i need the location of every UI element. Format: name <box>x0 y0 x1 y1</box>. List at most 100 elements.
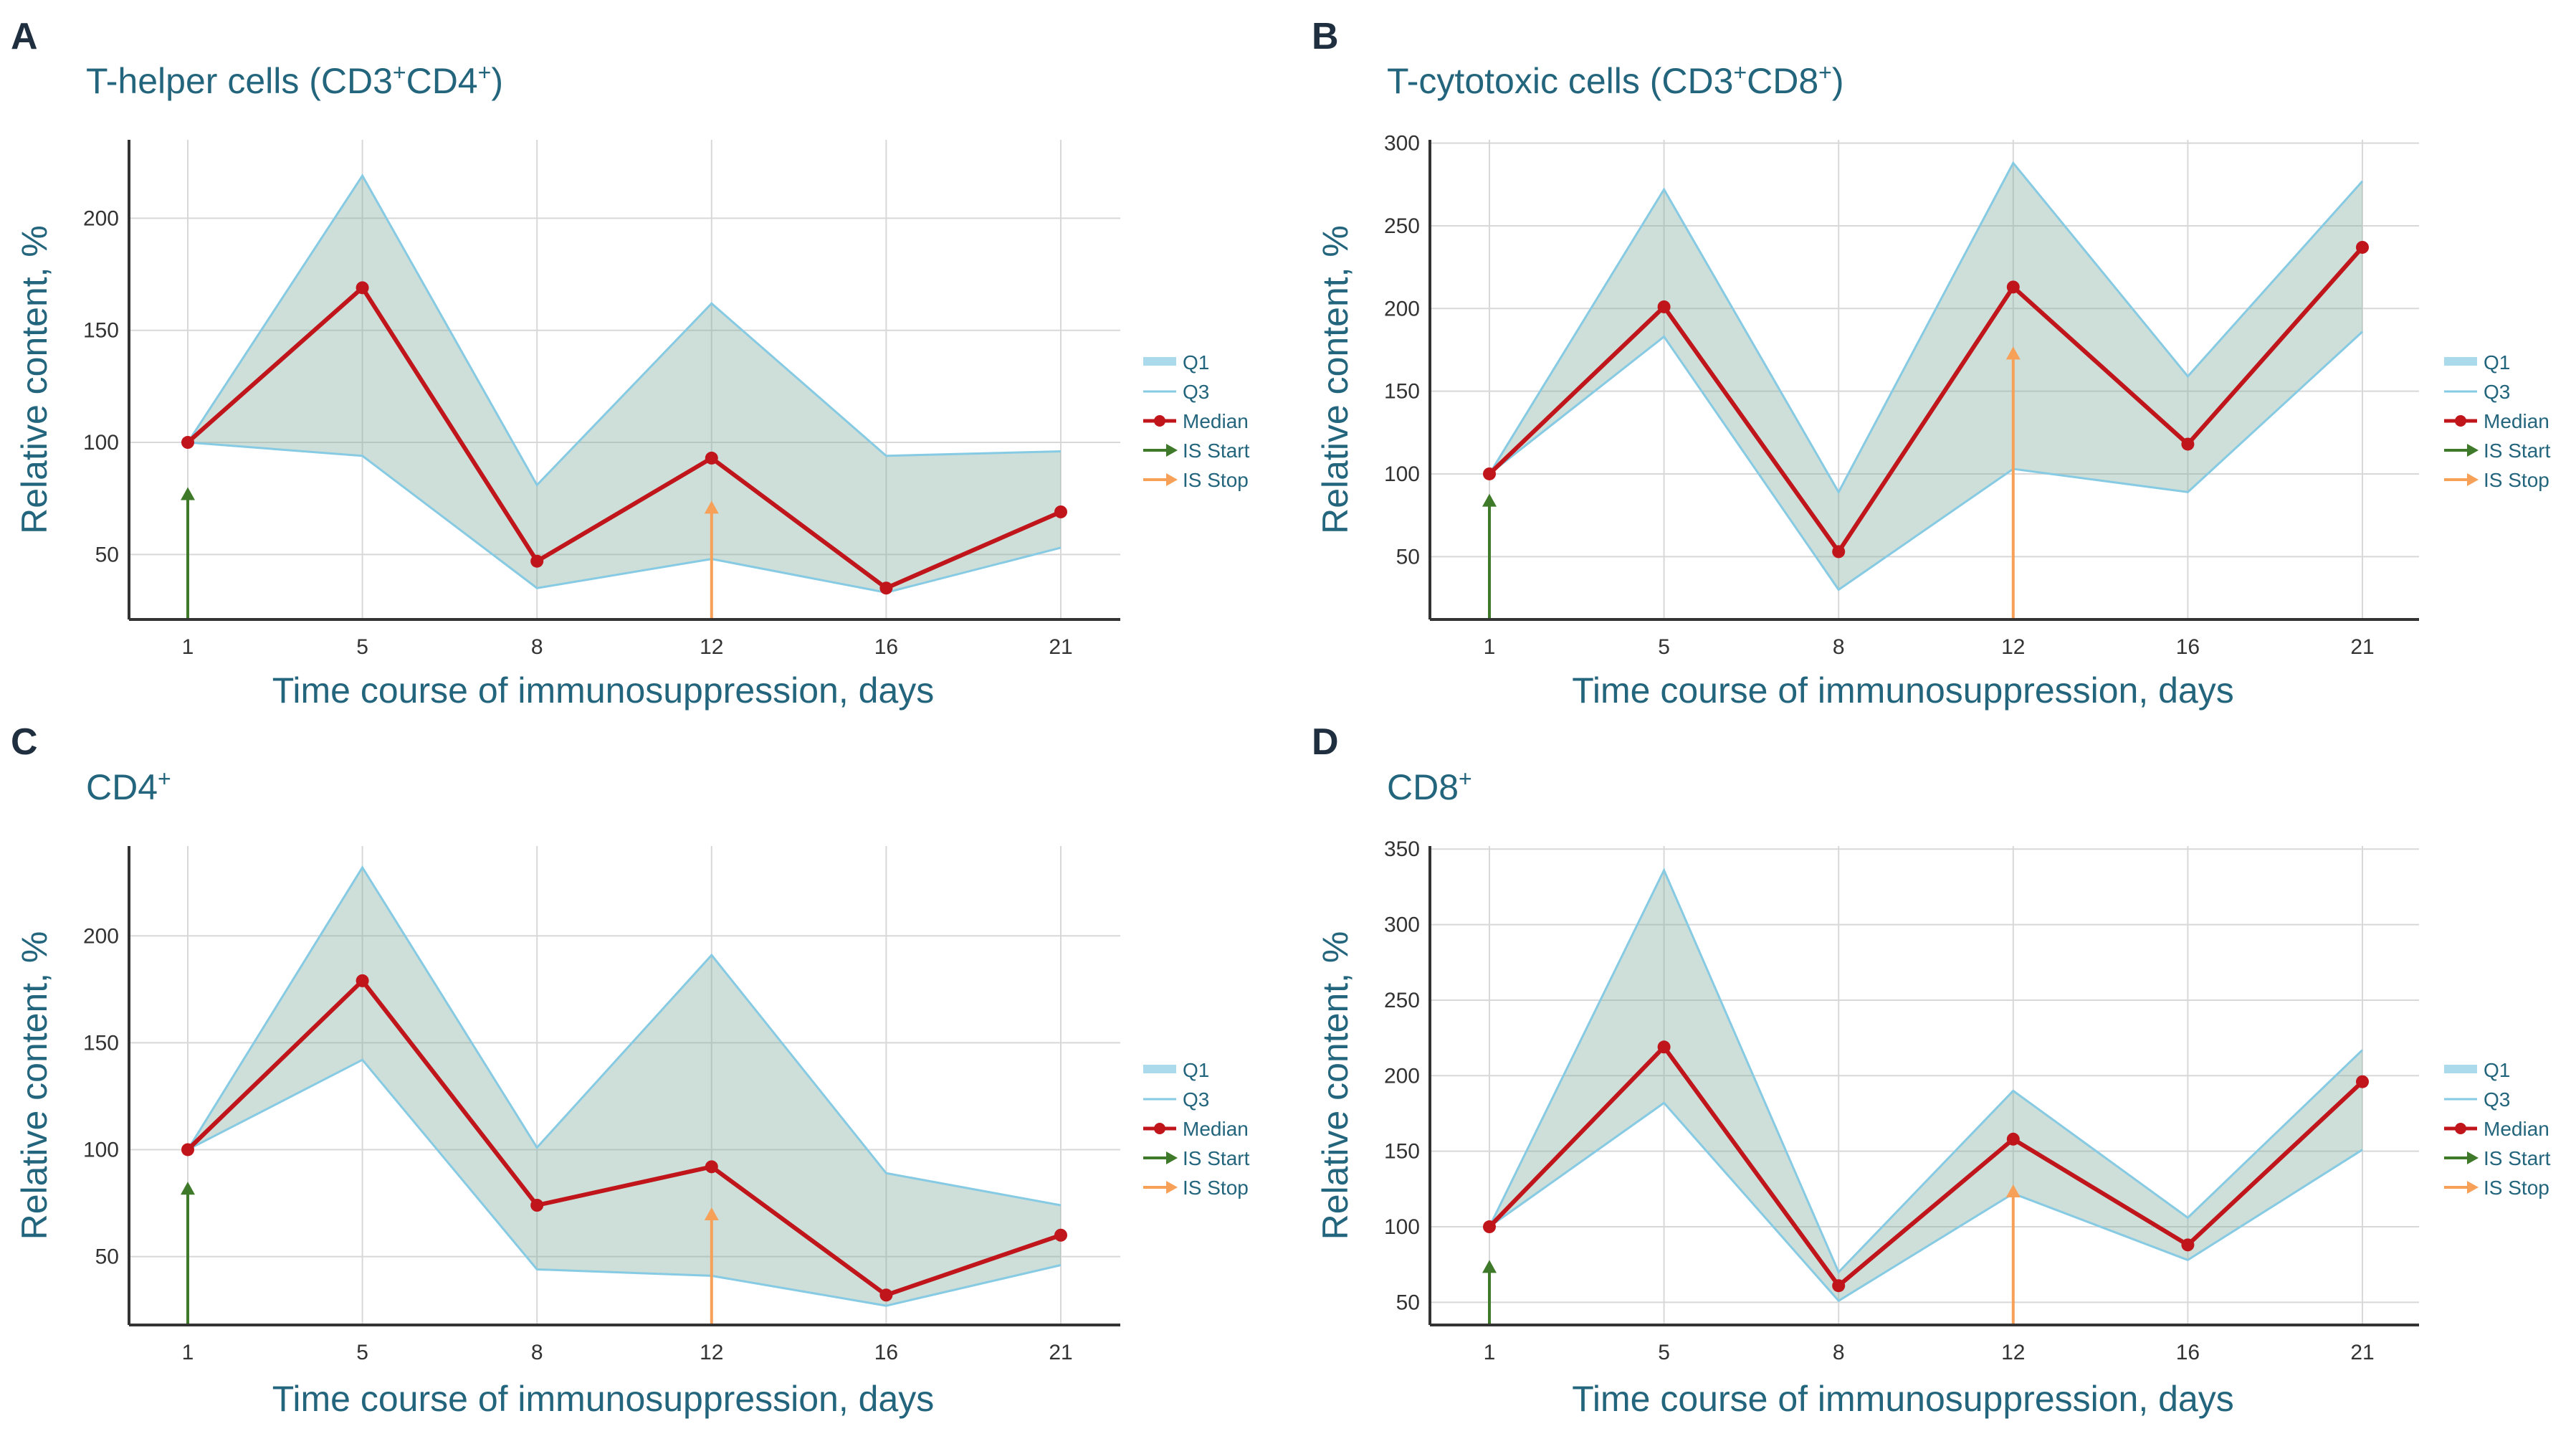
y-tick-label: 200 <box>83 924 119 948</box>
x-tick-label: 12 <box>2001 1341 2025 1364</box>
x-tick-label: 1 <box>182 635 194 659</box>
x-axis-title: Time course of immunosuppression, days <box>1572 670 2234 711</box>
is-stop-arrow-head <box>704 1207 719 1220</box>
panel-c-title: CD4+ <box>86 766 171 807</box>
panel-title-part: CD4 <box>86 767 158 807</box>
is-stop-arrow-head <box>2005 346 2021 360</box>
x-tick-label: 5 <box>356 635 368 659</box>
q3-line <box>186 174 1062 487</box>
legend-arrow-head <box>2467 473 2479 486</box>
panel-b-title: T-cytotoxic cells (CD3+CD8+) <box>1387 60 1844 101</box>
panel-title-part: T-cytotoxic cells (CD3 <box>1387 61 1733 101</box>
plot-area: 50 100 150 200 1 5 8 12 16 21 <box>83 140 1120 659</box>
x-tick-label: 1 <box>182 1341 194 1364</box>
x-tick-label: 8 <box>1833 635 1845 659</box>
panel-b-letter: B <box>1312 16 1339 57</box>
legend-arrow-head <box>2467 444 2479 457</box>
y-tick-label: 100 <box>83 431 119 455</box>
legend-label: Q1 <box>2484 351 2510 374</box>
median-point <box>356 974 369 987</box>
legend-label: Q3 <box>1183 381 1209 403</box>
plot-area: 50 100 150 200 1 5 8 12 16 21 <box>83 846 1120 1364</box>
legend-q1-swatch <box>1143 1065 1176 1073</box>
x-tick-label: 16 <box>2176 1341 2200 1364</box>
median-line <box>1487 245 2365 554</box>
iqr-band <box>188 867 1061 1306</box>
y-tick-label: 150 <box>83 1031 119 1055</box>
panel-d-letter: D <box>1312 721 1339 763</box>
x-tick-label: 5 <box>1658 635 1670 659</box>
x-tick-label: 5 <box>1658 1341 1670 1364</box>
median-point <box>2356 1075 2369 1088</box>
y-tick-label: 50 <box>95 543 119 566</box>
legend-label: Q3 <box>2484 1088 2510 1111</box>
legend-arrow-head <box>1166 1181 1178 1194</box>
is-stop-arrow-head <box>2005 1184 2021 1198</box>
median-line <box>1487 1045 2365 1288</box>
panel-c: C CD4+ 50 100 150 200 1 5 8 12 16 21 Time course o… <box>11 721 1250 1419</box>
median-point <box>2006 1132 2020 1146</box>
panel-title-part: ) <box>1832 61 1844 101</box>
is-start-arrow-head <box>1482 493 1497 507</box>
x-tick-label: 1 <box>1484 1341 1496 1364</box>
median-point <box>1483 467 1496 480</box>
y-tick-label: 50 <box>95 1245 119 1269</box>
legend-q1-swatch <box>2444 357 2477 366</box>
median-point <box>1054 1228 1067 1242</box>
panel-title-part: CD8 <box>1747 61 1818 101</box>
legend-label: IS Start <box>1183 1147 1250 1169</box>
q3-line <box>186 865 1062 1207</box>
panel-title-part: + <box>158 766 171 792</box>
legend: Q1 Q3 Median IS Start IS Stop <box>1143 1059 1250 1199</box>
x-tick-label: 8 <box>531 635 543 659</box>
median-point <box>1483 1220 1496 1234</box>
panel-title-part: ) <box>491 61 503 101</box>
legend-label: Q3 <box>1183 1088 1209 1111</box>
median-point <box>705 1160 718 1174</box>
x-tick-label: 1 <box>1484 635 1496 659</box>
x-tick-label: 21 <box>1049 1341 1072 1364</box>
median-point <box>2006 280 2020 294</box>
panel-a-letter: A <box>11 16 38 57</box>
legend-label: IS Start <box>2484 440 2551 462</box>
y-tick-label: 50 <box>1396 545 1420 569</box>
panel-a-title: T-helper cells (CD3+CD4+) <box>86 60 503 101</box>
x-tick-label: 12 <box>700 1341 723 1364</box>
legend-label: IS Stop <box>1183 469 1249 491</box>
y-tick-label: 200 <box>1384 297 1420 320</box>
x-tick-label: 16 <box>874 1341 898 1364</box>
panel-a: A T-helper cells (CD3+CD4+) 501001502001… <box>11 16 1250 711</box>
legend-label: Median <box>2484 1118 2549 1140</box>
median-point <box>1657 1040 1671 1054</box>
legend-label: Q1 <box>1183 351 1209 374</box>
median-point <box>181 436 194 450</box>
x-tick-label: 8 <box>1833 1341 1845 1364</box>
is-start-arrow-head <box>181 1182 195 1195</box>
q3-line <box>1488 161 2364 495</box>
y-tick-label: 100 <box>1384 1215 1420 1239</box>
median-point <box>1832 545 1846 559</box>
q1-line <box>187 1058 1062 1307</box>
legend-arrow-head <box>1166 1151 1178 1164</box>
x-tick-label: 12 <box>700 635 723 659</box>
median-point <box>879 581 893 595</box>
y-axis-title: Relative content, % <box>1315 225 1355 534</box>
panel-title-part: + <box>478 60 492 85</box>
iqr-band <box>1489 163 2362 590</box>
x-tick-label: 21 <box>2350 1341 2374 1364</box>
legend: Q1 Q3 Median IS Start IS Stop <box>2444 1059 2551 1199</box>
median-point <box>1832 1279 1846 1293</box>
y-axis-title: Relative content, % <box>1315 931 1355 1240</box>
median-point <box>2181 1238 2195 1252</box>
x-tick-label: 12 <box>2001 635 2025 659</box>
panel-c-letter: C <box>11 721 38 763</box>
legend: Q1 Q3 Median IS Start IS Stop <box>1143 351 1250 491</box>
x-tick-label: 5 <box>356 1341 368 1364</box>
y-tick-label: 200 <box>83 206 119 230</box>
median-point <box>1054 505 1067 518</box>
y-tick-label: 100 <box>1384 462 1420 486</box>
y-axis-title: Relative content, % <box>14 931 54 1240</box>
median-point <box>705 451 718 465</box>
q1-line <box>1489 331 2364 592</box>
